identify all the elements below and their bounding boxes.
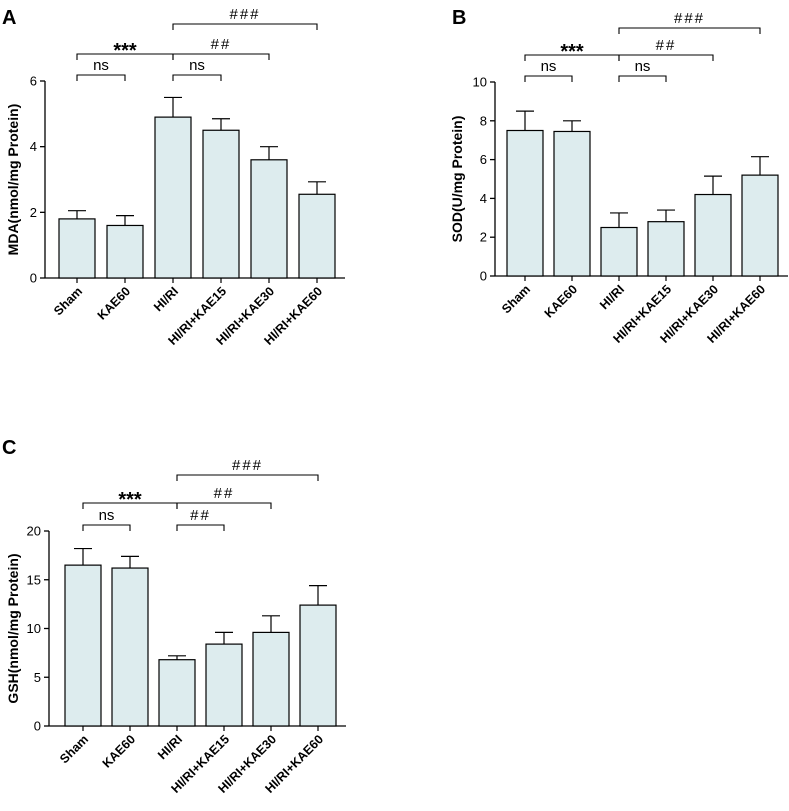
- bar: [106, 224, 144, 279]
- y-tick-label: 5: [34, 670, 41, 685]
- significance-label: ##: [211, 36, 232, 53]
- y-tick-label: 2: [480, 230, 487, 245]
- bar: [694, 193, 732, 277]
- significance-label: ##: [190, 507, 211, 524]
- significance-label: ns: [99, 507, 115, 524]
- significance-label: ###: [674, 10, 705, 27]
- category-label: Sham: [57, 732, 91, 766]
- bar: [111, 567, 149, 727]
- significance-bracket: [176, 474, 319, 481]
- significance-label: ##: [214, 485, 235, 502]
- significance-label: ns: [635, 58, 651, 75]
- y-tick-label: 8: [480, 113, 487, 128]
- bar: [600, 226, 638, 277]
- significance-bracket: [176, 502, 272, 509]
- significance-bracket: [172, 74, 222, 81]
- panel-letter: C: [2, 437, 16, 459]
- y-tick-label: 6: [30, 74, 37, 89]
- y-tick-label: 0: [34, 719, 41, 734]
- significance-label: ns: [189, 57, 205, 74]
- bar: [741, 174, 779, 277]
- y-tick-label: 10: [473, 75, 487, 90]
- bar: [250, 159, 288, 279]
- y-tick-label: 4: [30, 139, 37, 154]
- significance-bracket: [618, 75, 667, 82]
- significance-label: ***: [118, 489, 142, 511]
- bar: [553, 130, 591, 277]
- significance-label: ##: [656, 37, 677, 54]
- significance-label: ns: [541, 58, 557, 75]
- y-tick-label: 4: [480, 191, 487, 206]
- y-tick-label: 6: [480, 152, 487, 167]
- category-label: Sham: [499, 282, 533, 316]
- bar: [64, 564, 102, 727]
- significance-label: ***: [560, 41, 584, 63]
- significance-bracket: [618, 54, 714, 61]
- panel-letter: B: [452, 7, 466, 29]
- bar: [154, 116, 192, 279]
- y-axis-label: SOD(U/mg Protein): [449, 116, 465, 243]
- bar: [299, 604, 337, 727]
- significance-bracket: [618, 27, 761, 34]
- category-label: HI/RI: [155, 732, 185, 762]
- bar: [252, 631, 290, 727]
- bar: [205, 643, 243, 727]
- y-tick-label: 20: [27, 524, 41, 539]
- category-label: KAE60: [100, 732, 138, 770]
- y-tick-label: 0: [480, 269, 487, 284]
- significance-label: ***: [113, 40, 137, 62]
- category-label: KAE60: [95, 284, 133, 322]
- y-tick-label: 15: [27, 572, 41, 587]
- y-tick-label: 2: [30, 205, 37, 220]
- significance-bracket: [524, 75, 573, 82]
- y-axis-label: MDA(nmol/mg Protein): [5, 104, 21, 256]
- bar: [647, 221, 685, 277]
- significance-bracket: [172, 23, 318, 30]
- significance-label: ###: [229, 6, 260, 23]
- significance-label: ###: [232, 457, 263, 474]
- category-label: Sham: [51, 284, 85, 318]
- bar: [298, 193, 336, 279]
- bar: [506, 129, 544, 277]
- category-label: KAE60: [542, 282, 580, 320]
- bar: [202, 129, 240, 279]
- bar: [158, 659, 196, 727]
- y-tick-label: 10: [27, 621, 41, 636]
- significance-bracket: [176, 524, 225, 531]
- panel-letter: A: [2, 7, 16, 29]
- category-label: HI/RI: [151, 284, 181, 314]
- significance-label: ns: [93, 57, 109, 74]
- bar: [58, 218, 96, 279]
- significance-bracket: [82, 524, 131, 531]
- panel-c: C GSH(nmol/mg Protein) 0 5 10 15 20 Sham KAE60 HI…: [2, 437, 346, 796]
- y-axis-label: GSH(nmol/mg Protein): [5, 553, 21, 703]
- significance-bracket: [76, 74, 126, 81]
- y-tick-label: 0: [30, 271, 37, 286]
- category-label: HI/RI: [597, 282, 627, 312]
- significance-bracket: [172, 53, 270, 60]
